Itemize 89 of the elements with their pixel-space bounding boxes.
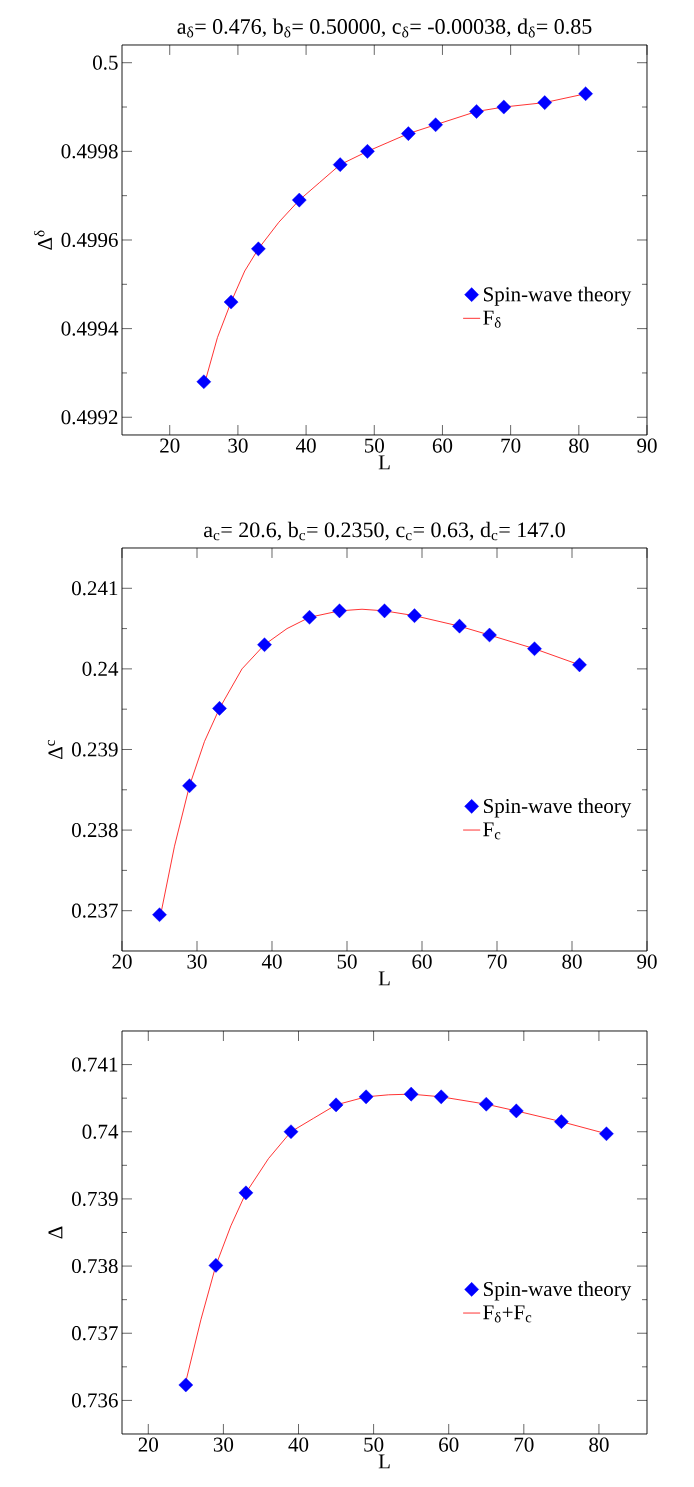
x-tick-label: 80 <box>562 954 582 969</box>
legend-label: Spin-wave theory <box>484 798 632 818</box>
point <box>433 1089 449 1105</box>
y-axis-title: Δ <box>48 1226 63 1239</box>
x-tick-label: 30 <box>187 954 207 969</box>
point <box>509 1103 524 1119</box>
legend-label: F$_{δ}$+F$_{c}$ <box>483 1305 532 1323</box>
x-tick-label: 20 <box>138 1437 158 1452</box>
x-tick-label: 60 <box>439 1437 459 1452</box>
y-tick-label: 0.241 <box>72 581 118 596</box>
chart-title: a$_{δ}$= 0.476, b$_{δ}$= 0.50000, c$_{δ}$= -0.00038, d$_{δ}$= 0.85 <box>177 18 592 38</box>
point <box>212 701 227 716</box>
point <box>407 608 422 623</box>
x-tick-label: 60 <box>432 438 453 453</box>
x-tick-label: 30 <box>228 438 248 453</box>
y-tick-label: 0.738 <box>72 1258 118 1274</box>
x-tick-label: 50 <box>337 954 357 969</box>
point <box>292 192 307 208</box>
x-tick-label: 30 <box>213 1437 234 1452</box>
y-tick-label: 0.4994 <box>61 321 119 336</box>
x-tick-label: 50 <box>364 1437 384 1452</box>
x-tick-label: 70 <box>487 954 507 969</box>
point <box>599 1126 614 1142</box>
y-tick-label: 0.74 <box>82 1124 119 1139</box>
x-tick-label: 20 <box>160 438 180 453</box>
point <box>482 627 497 643</box>
point <box>479 1096 494 1112</box>
y-tick-label: 0.4996 <box>61 232 118 248</box>
point <box>537 95 552 110</box>
x-tick-label: 40 <box>261 954 282 969</box>
point <box>403 1086 419 1102</box>
point <box>196 374 212 390</box>
x-axis-title: L <box>378 971 390 986</box>
point <box>527 641 542 657</box>
point <box>238 1185 254 1201</box>
point <box>358 1089 374 1105</box>
y-axis-title: Δ$^{c}$ <box>47 740 63 759</box>
x-tick-label: 60 <box>412 954 432 969</box>
legend-label: F$_{c}$ <box>483 822 501 840</box>
point <box>328 1097 344 1113</box>
chart-title: a$_{c}$= 20.6, b$_{c}$= 0.2350, c$_{c}$= 0.63, d$_{c}$= 147.0 <box>204 521 565 541</box>
legend-label: Spin-wave theory <box>484 1281 632 1301</box>
point <box>251 241 266 257</box>
x-tick-label: 40 <box>288 1437 309 1452</box>
legend-label: Spin-wave theory <box>483 286 632 306</box>
x-tick-label: 90 <box>637 954 657 969</box>
point <box>302 610 317 625</box>
point <box>401 126 416 141</box>
x-tick-label: 80 <box>589 1437 609 1452</box>
point <box>578 86 593 102</box>
x-tick-label: 20 <box>112 954 132 969</box>
point <box>182 778 197 794</box>
point <box>332 603 347 619</box>
x-tick-label: 70 <box>501 438 521 453</box>
x-tick-label: 80 <box>569 438 589 453</box>
y-tick-label: 0.237 <box>72 903 118 918</box>
point <box>223 294 239 310</box>
y-axis-title: Δ$^{δ}$ <box>34 230 52 250</box>
x-tick-label: 70 <box>514 1437 534 1452</box>
y-tick-label: 0.737 <box>72 1326 118 1341</box>
point <box>377 603 392 619</box>
x-tick-label: 90 <box>637 438 657 453</box>
y-tick-label: 0.4992 <box>61 410 118 425</box>
y-tick-label: 0.24 <box>82 661 119 677</box>
point <box>283 1124 299 1140</box>
y-tick-label: 0.5 <box>93 55 118 70</box>
point <box>257 637 272 652</box>
x-axis-title: L <box>378 1454 390 1469</box>
point <box>360 144 375 159</box>
point <box>332 157 348 172</box>
legend-label: F$_{δ}$ <box>483 310 501 328</box>
x-tick-label: 40 <box>296 438 316 453</box>
point <box>572 657 587 673</box>
y-tick-label: 0.736 <box>72 1393 118 1408</box>
x-axis-title: L <box>378 455 390 470</box>
y-tick-label: 0.741 <box>72 1057 118 1072</box>
point <box>152 907 167 922</box>
point <box>428 117 443 133</box>
point <box>208 1258 224 1273</box>
x-tick-label: 50 <box>364 438 384 453</box>
point <box>554 1114 569 1129</box>
y-tick-label: 0.238 <box>72 822 118 838</box>
point <box>496 99 512 115</box>
point <box>178 1377 194 1393</box>
y-tick-label: 0.739 <box>72 1191 118 1207</box>
point <box>469 104 484 119</box>
y-tick-label: 0.4998 <box>61 144 118 159</box>
point <box>452 618 467 634</box>
y-tick-label: 0.239 <box>72 742 118 757</box>
